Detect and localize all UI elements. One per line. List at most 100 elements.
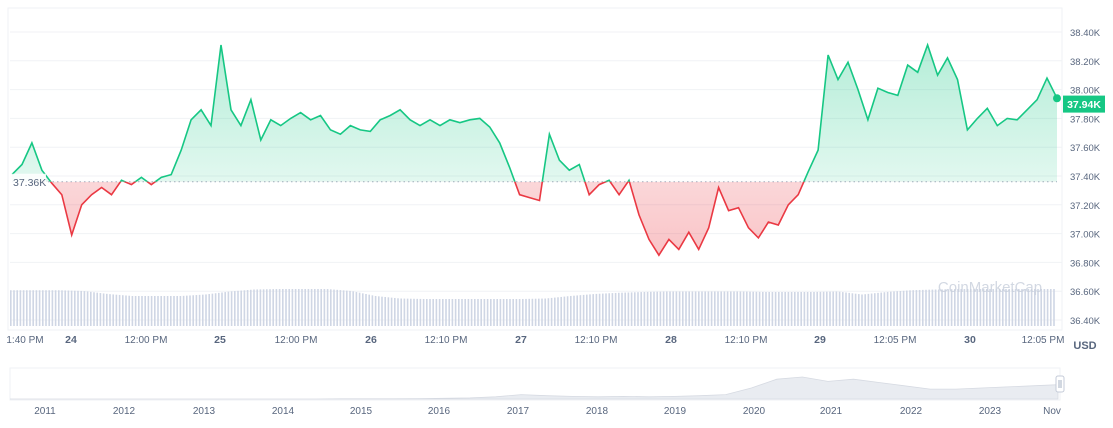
volume-bar xyxy=(1005,289,1007,326)
volume-bar xyxy=(214,293,217,326)
y-tick-label: 37.00K xyxy=(1070,230,1101,241)
volume-bar xyxy=(886,291,889,326)
volume-bar xyxy=(458,299,460,326)
price-point xyxy=(807,170,810,173)
volume-bar xyxy=(845,292,847,326)
volume-bar xyxy=(499,299,502,326)
volume-bar xyxy=(554,297,556,326)
volume-bar xyxy=(723,291,726,326)
volume-bar xyxy=(218,292,220,326)
volume-bar xyxy=(502,299,505,326)
volume-bar xyxy=(954,289,956,326)
volume-bar xyxy=(717,291,719,326)
volume-bar xyxy=(787,292,790,326)
price-point xyxy=(906,64,909,67)
volume-bar xyxy=(992,289,994,326)
volume-bar xyxy=(854,293,857,326)
volume-bar xyxy=(432,299,434,326)
volume-bar xyxy=(374,295,377,326)
volume-bar xyxy=(67,290,70,326)
price-point xyxy=(777,223,780,226)
volume-bar xyxy=(333,289,335,326)
volume-bar xyxy=(810,292,812,326)
volume-bar xyxy=(573,295,575,326)
volume-bar xyxy=(490,299,492,326)
volume-bar xyxy=(240,290,242,326)
price-point xyxy=(70,234,73,237)
price-point xyxy=(538,199,541,202)
volume-bar xyxy=(621,292,623,326)
navigator-history-area xyxy=(10,376,1059,400)
volume-bar xyxy=(246,290,249,326)
price-line-up xyxy=(11,42,1058,182)
price-point xyxy=(369,130,372,133)
volume-bar xyxy=(291,289,294,326)
volume-bar xyxy=(506,299,508,326)
volume-bar xyxy=(547,298,550,326)
volume-bar xyxy=(176,296,178,326)
price-point xyxy=(896,94,899,97)
volume-bar xyxy=(109,294,111,326)
price-point xyxy=(399,108,402,111)
volume-bar xyxy=(982,289,985,326)
y-tick-label: 36.80K xyxy=(1070,258,1101,269)
x-tick-label: 12:10 PM xyxy=(425,335,468,346)
volume-bar xyxy=(931,289,934,326)
price-point xyxy=(448,118,451,121)
price-point xyxy=(568,169,571,172)
volume-bar xyxy=(378,296,380,326)
volume-bar xyxy=(10,290,12,326)
volume-bar xyxy=(877,292,879,326)
volume-bar xyxy=(800,292,802,326)
volume-bar xyxy=(643,291,646,326)
price-point xyxy=(747,226,750,229)
price-point xyxy=(608,179,611,182)
volume-bar xyxy=(205,294,207,326)
y-tick-label: 37.20K xyxy=(1070,201,1101,212)
volume-bar xyxy=(531,298,534,326)
volume-bar xyxy=(150,296,153,326)
price-point xyxy=(1026,108,1029,111)
volume-bar xyxy=(973,289,975,326)
volume-bar xyxy=(790,292,793,326)
volume-bar xyxy=(1011,289,1014,326)
navigator-year-label: 2023 xyxy=(979,406,1002,417)
volume-bar xyxy=(755,291,758,326)
volume-bar xyxy=(602,293,604,326)
volume-bar xyxy=(464,299,466,326)
volume-bar xyxy=(237,290,239,326)
volume-bar xyxy=(691,291,694,326)
navigator-handle[interactable] xyxy=(1055,375,1065,393)
price-point xyxy=(498,141,501,144)
price-point xyxy=(50,182,53,185)
volume-bar xyxy=(941,289,943,326)
price-point xyxy=(1016,118,1019,121)
volume-bar xyxy=(874,293,876,326)
price-point xyxy=(657,254,660,257)
volume-bar xyxy=(467,299,470,326)
volume-bar xyxy=(1021,289,1023,326)
volume-bar xyxy=(1053,289,1055,326)
navigator-year-label: 2017 xyxy=(507,406,530,417)
volume-bar xyxy=(64,290,66,326)
volume-bar xyxy=(346,290,348,326)
price-point xyxy=(349,124,352,127)
volume-bar xyxy=(483,299,486,326)
volume-bar xyxy=(381,296,383,326)
price-point xyxy=(130,183,133,186)
volume-bar xyxy=(461,299,463,326)
volume-bar xyxy=(19,290,22,326)
plot-border xyxy=(7,7,1063,331)
volume-bar xyxy=(147,296,150,326)
navigator-year-label: 2013 xyxy=(193,406,216,417)
volume-bar xyxy=(576,295,578,326)
volume-bar xyxy=(970,289,972,326)
volume-bar xyxy=(512,299,514,326)
volume-bar xyxy=(947,289,950,326)
volume-bar xyxy=(406,298,409,326)
volume-bar xyxy=(390,297,393,326)
volume-bar xyxy=(650,291,652,326)
volume-bar xyxy=(816,291,818,326)
